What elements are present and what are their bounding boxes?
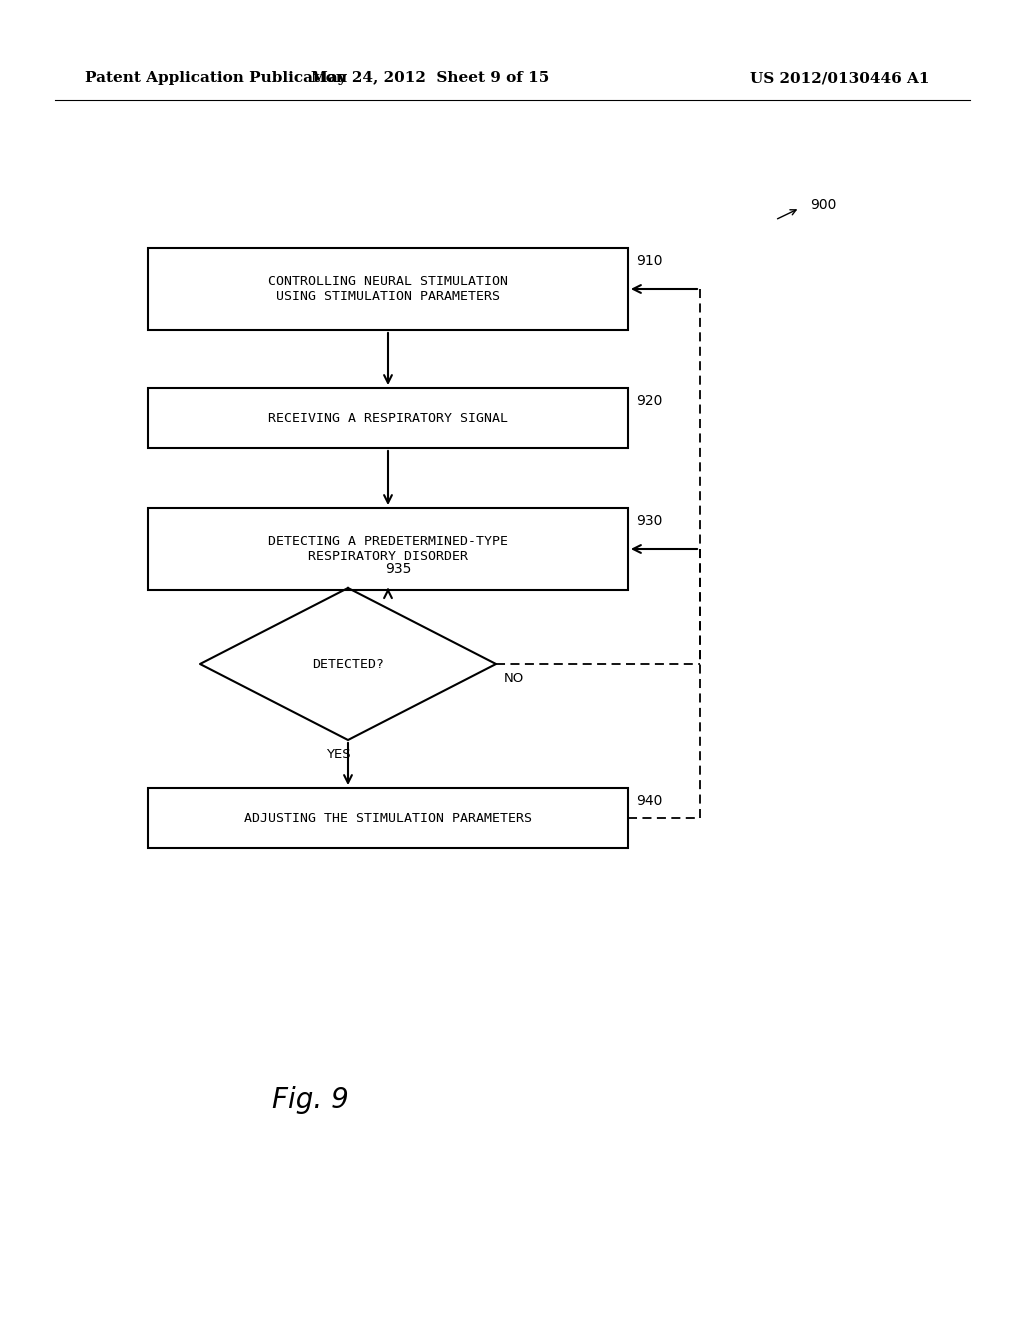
Text: CONTROLLING NEURAL STIMULATION
USING STIMULATION PARAMETERS: CONTROLLING NEURAL STIMULATION USING STI…: [268, 275, 508, 304]
Text: NO: NO: [504, 672, 524, 685]
Polygon shape: [200, 587, 496, 741]
Text: 940: 940: [636, 795, 663, 808]
Text: 920: 920: [636, 393, 663, 408]
Bar: [148, 508, 628, 590]
Text: 935: 935: [385, 562, 412, 576]
Bar: [148, 388, 628, 447]
Text: 910: 910: [636, 253, 663, 268]
Text: Fig. 9: Fig. 9: [271, 1086, 348, 1114]
Bar: [148, 248, 628, 330]
Bar: [148, 788, 628, 847]
Text: RECEIVING A RESPIRATORY SIGNAL: RECEIVING A RESPIRATORY SIGNAL: [268, 412, 508, 425]
Text: Patent Application Publication: Patent Application Publication: [85, 71, 347, 84]
Text: US 2012/0130446 A1: US 2012/0130446 A1: [750, 71, 930, 84]
Text: May 24, 2012  Sheet 9 of 15: May 24, 2012 Sheet 9 of 15: [311, 71, 549, 84]
Text: ADJUSTING THE STIMULATION PARAMETERS: ADJUSTING THE STIMULATION PARAMETERS: [244, 812, 532, 825]
Text: DETECTING A PREDETERMINED-TYPE
RESPIRATORY DISORDER: DETECTING A PREDETERMINED-TYPE RESPIRATO…: [268, 535, 508, 564]
Text: YES: YES: [326, 748, 350, 762]
Text: 900: 900: [810, 198, 837, 213]
Text: 930: 930: [636, 513, 663, 528]
Text: DETECTED?: DETECTED?: [312, 657, 384, 671]
